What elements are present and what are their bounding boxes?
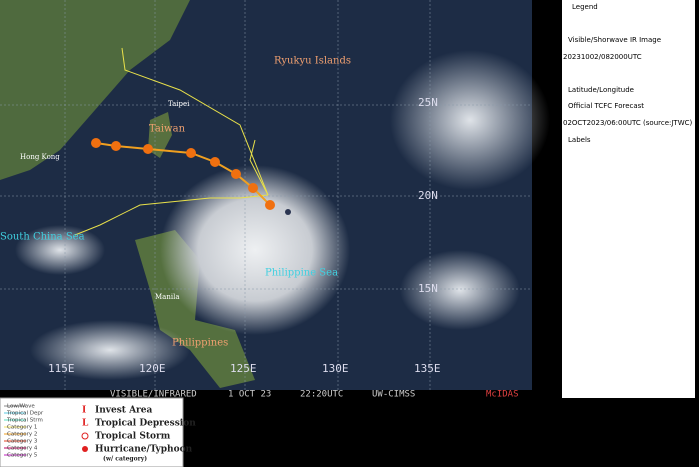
grid [0, 0, 532, 390]
legend-item: Latitude/Longitude [568, 86, 634, 94]
symbol-label: Tropical Depression [95, 419, 196, 429]
satellite-map: Ryukyu Islands Taipei Taiwan Hong Kong S… [0, 0, 550, 390]
status-text: 22:20UTC [300, 390, 343, 400]
line-label: Tropical Depr [6, 411, 44, 417]
svg-text:L: L [82, 419, 89, 429]
lat-label: 25N [418, 96, 438, 109]
line-label: Category 3 [7, 439, 38, 445]
place-label: Philippine Sea [265, 268, 338, 279]
line-label: Category 1 [7, 425, 37, 431]
lon-label: 120E [139, 362, 166, 375]
track-points [91, 138, 275, 210]
line-label: Category 5 [7, 453, 38, 459]
cloud [30, 320, 190, 380]
legend-item: Labels [568, 136, 591, 144]
lon-label: 130E [322, 362, 349, 375]
place-labels: Ryukyu Islands Taipei Taiwan Hong Kong S… [0, 56, 351, 349]
coordinate-labels: 25N 20N 15N 115E 120E 125E 130E 135E [48, 96, 441, 375]
legend-item: 20231002/082000UTC [563, 53, 642, 61]
place-label: Philippines [172, 338, 228, 349]
status-bar: VISIBLE/INFRARED 1 OCT 23 22:20UTC UW-CI… [110, 390, 519, 400]
legend-item: Visible/Shorwave IR Image [568, 36, 661, 44]
line-label: Category 2 [7, 432, 37, 438]
legend-background [562, 0, 695, 398]
place-label: Manila [155, 293, 180, 301]
line-label: Category 4 [7, 446, 38, 452]
legend-item: Official TCFC Forecast [568, 102, 644, 110]
storm-legend-background [0, 397, 184, 467]
symbol-note: (w/ category) [103, 456, 147, 463]
place-label: Hong Kong [20, 153, 60, 161]
taiwan-land [148, 112, 172, 158]
line-label: Tropical Strm [6, 418, 43, 424]
lon-label: 115E [48, 362, 75, 375]
legend-title: Legend [572, 3, 598, 11]
line-label: Low/Wave [7, 404, 35, 410]
symbol-label: Tropical Storm [95, 432, 171, 442]
lon-label: 135E [414, 362, 441, 375]
place-label: Ryukyu Islands [274, 56, 351, 67]
lon-label: 125E [230, 362, 257, 375]
symbol-label: Hurricane/Typhoon [95, 445, 193, 455]
status-text: UW-CIMSS [372, 390, 415, 400]
place-label: Taiwan [149, 124, 186, 135]
china-coast [0, 0, 190, 180]
legend-panel: Legend Visible/Shorwave IR Image 2023100… [562, 0, 695, 398]
typhoon-clouds [160, 165, 350, 335]
cloud [390, 50, 550, 190]
place-label: South China Sea [0, 232, 85, 243]
lat-label: 15N [418, 282, 438, 295]
svg-text:I: I [82, 406, 86, 416]
lat-label: 20N [418, 189, 438, 202]
forecast-cone [249, 139, 269, 196]
forecast-cone [74, 47, 269, 236]
place-label: Taipei [168, 100, 190, 108]
status-text: VISIBLE/INFRARED [110, 390, 197, 400]
cloud [15, 225, 105, 275]
typhoon-eye [285, 209, 291, 215]
symbol-label: Invest Area [95, 406, 153, 416]
storm-legend: Low/Wave Tropical Depr Tropical Strm Cat… [0, 397, 196, 467]
status-text: McIDAS [486, 390, 519, 400]
status-text: 1 OCT 23 [228, 390, 271, 400]
legend-item: 02OCT2023/06:00UTC (source:JTWC) [563, 119, 693, 127]
